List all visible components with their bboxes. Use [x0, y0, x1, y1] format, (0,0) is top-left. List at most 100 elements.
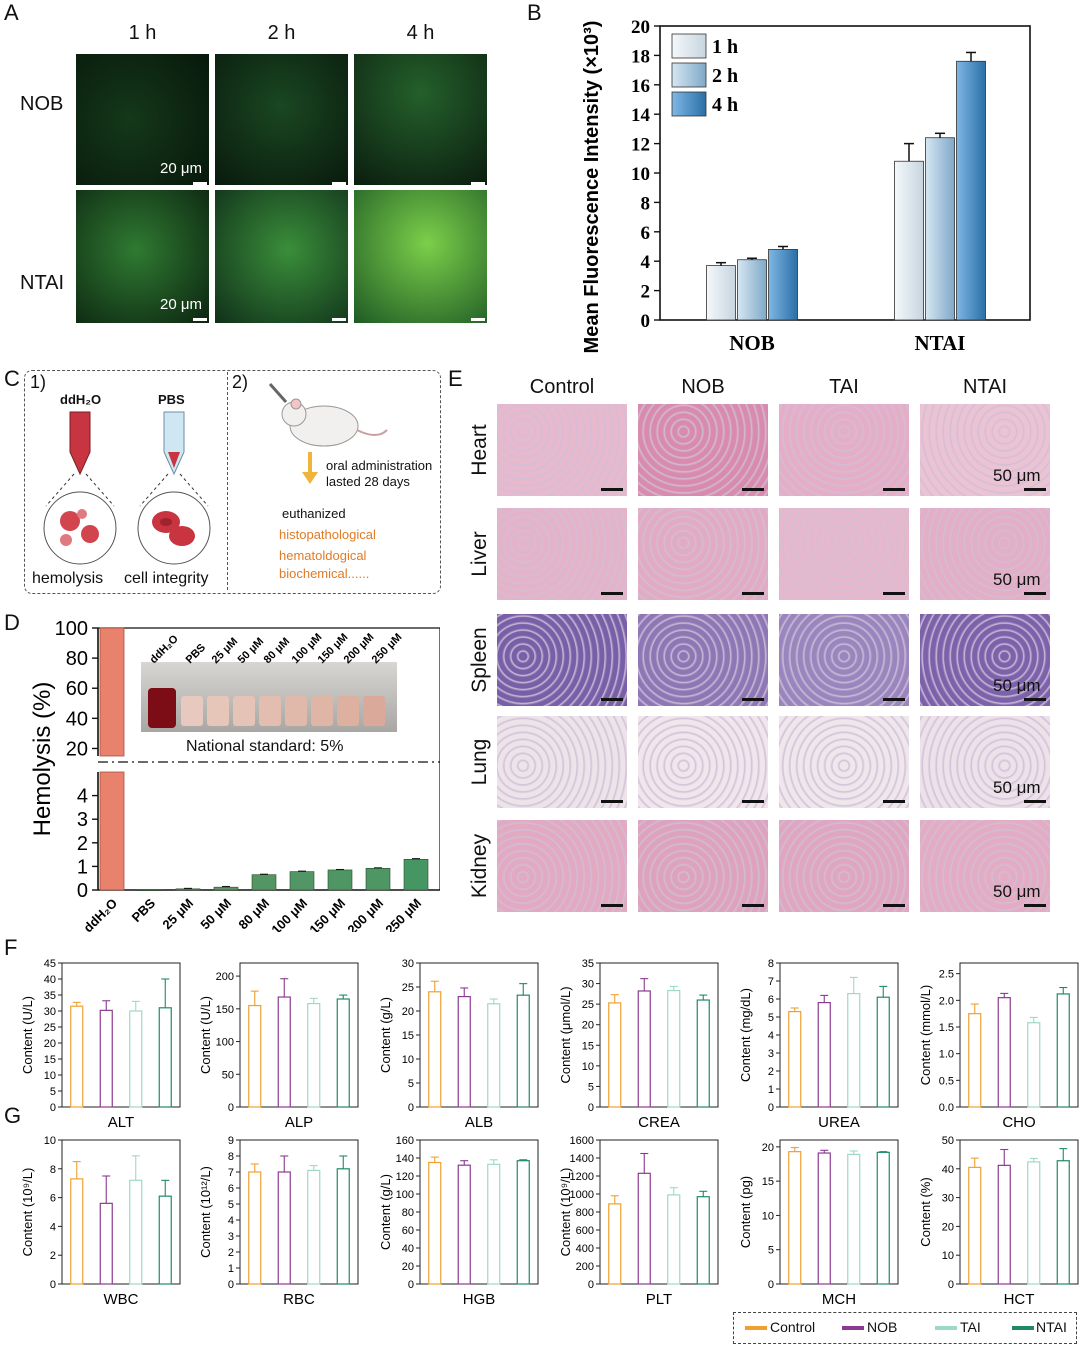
- small-chart-bar: [968, 1166, 982, 1285]
- small-chart-ytick-label: 1000: [570, 1189, 594, 1201]
- small-chart-bar: [667, 989, 681, 1108]
- he-scale-text: 50 μm: [993, 466, 1041, 485]
- inset-tube-label: 80 μM: [262, 636, 293, 667]
- he-scale-bar: [883, 698, 905, 701]
- chart-d-xlabel: PBS: [129, 895, 159, 925]
- small-chart-bar: [336, 998, 350, 1108]
- panel-a-col-1h: 1 h: [128, 22, 157, 44]
- legend-swatch-control: [745, 1326, 767, 1330]
- small-chart-ytick-label: 0: [768, 1102, 774, 1114]
- tube-150-photo: [311, 696, 333, 726]
- small-chart-ytick-label: 0: [408, 1279, 414, 1291]
- panel-e-col-nob: NOB: [681, 376, 725, 398]
- he-scale-text: 50 μm: [993, 676, 1041, 695]
- scale-text-ntai: 20 μm: [160, 296, 202, 313]
- small-chart-ytick-label: 35: [44, 990, 56, 1002]
- micrograph-nob-1h: [76, 54, 209, 185]
- chart-b-bar: [894, 160, 924, 321]
- chart-b-ytick-label: 4: [641, 252, 651, 273]
- scale-bar: [332, 182, 346, 185]
- small-chart-ytick-label: 0: [228, 1279, 234, 1291]
- chart-d-ytick-label: 60: [66, 678, 88, 700]
- small-chart-bar: [99, 1009, 113, 1108]
- small-chart-ylabel: Content (U/L): [20, 996, 35, 1074]
- chart-g-wbc: 0 2 4 6 8 10 Content (10⁹/L) WBC: [20, 1135, 181, 1308]
- small-chart-ytick-label: 1: [228, 1263, 234, 1275]
- small-chart-ytick-label: 4: [228, 1215, 234, 1227]
- small-chart-ylabel: Content (10⁹/L): [558, 1168, 573, 1257]
- he-scale-bar: [742, 698, 764, 701]
- small-chart-ylabel: Content (U/L): [198, 996, 213, 1074]
- chart-d-ytick-label: 2: [77, 833, 88, 855]
- small-chart-bar: [608, 1203, 622, 1285]
- chart-d-ytick-label: 100: [55, 618, 88, 640]
- small-chart-ytick-label: 50: [942, 1135, 954, 1147]
- small-chart-frame: [959, 1139, 1079, 1285]
- test-histopathological: histopathological: [279, 527, 376, 542]
- small-chart-ytick-label: 20: [582, 1020, 594, 1032]
- small-chart-ytick-label: 0: [768, 1279, 774, 1291]
- chart-g-hct: 0 10 20 30 40 50 Content (%) HCT: [918, 1135, 1079, 1308]
- small-chart-ytick-label: 25: [402, 982, 414, 994]
- he-liver-nob: [638, 508, 768, 600]
- small-chart-ytick-label: 5: [408, 1078, 414, 1090]
- small-chart-title: WBC: [104, 1291, 139, 1308]
- small-chart-frame: [239, 1139, 359, 1285]
- tube-pbs-label: PBS: [158, 392, 185, 407]
- small-chart-ytick-label: 5: [50, 1086, 56, 1098]
- small-chart-ytick-label: 20: [402, 1006, 414, 1018]
- tube-80-photo: [259, 696, 281, 726]
- small-chart-ytick-label: 10: [44, 1135, 56, 1147]
- small-chart-ytick-label: 3: [228, 1231, 234, 1243]
- small-chart-bar: [487, 1163, 501, 1285]
- caption-cell-integrity: cell integrity: [124, 570, 209, 587]
- he-scale-bar: [742, 592, 764, 595]
- small-chart-title: ALT: [108, 1114, 134, 1131]
- small-chart-bar: [997, 997, 1011, 1108]
- legend-ntai: NTAI: [1036, 1319, 1067, 1335]
- small-chart-ytick-label: 6: [768, 994, 774, 1006]
- small-chart-ytick-label: 5: [768, 1012, 774, 1024]
- small-chart-ytick-label: 10: [44, 1070, 56, 1082]
- chart-b-ylabel: Mean Fluorescence Intensity (×10³): [581, 21, 603, 354]
- small-chart-bar: [248, 1171, 262, 1285]
- small-chart-bar: [99, 1202, 113, 1285]
- chart-d-ylabel: Hemolysis (%): [29, 682, 56, 837]
- small-chart-ytick-label: 6: [50, 1193, 56, 1205]
- chart-d-bar: [251, 874, 277, 891]
- small-chart-title: RBC: [283, 1291, 315, 1308]
- small-chart-bar: [158, 1195, 172, 1285]
- small-chart-ytick-label: 1.0: [939, 1049, 954, 1061]
- legend-tai: TAI: [960, 1319, 981, 1335]
- national-standard-text: National standard: 5%: [186, 738, 344, 755]
- small-chart-frame: [239, 962, 359, 1108]
- small-chart-title: HGB: [463, 1291, 496, 1308]
- small-chart-ytick-label: 5: [228, 1199, 234, 1211]
- hemolysis-illustration: [43, 411, 211, 565]
- panel-c-divider: [227, 372, 228, 590]
- small-chart-bar: [608, 1002, 622, 1108]
- small-chart-ytick-label: 15: [582, 1040, 594, 1052]
- small-chart-ytick-label: 800: [576, 1207, 594, 1219]
- chart-d-bar: [327, 869, 353, 891]
- inset-tube-label: PBS: [184, 642, 208, 666]
- chart-f-alt: 0 5 10 15 20 25 30 35 40 45 Content (U/L) ALT: [20, 958, 181, 1131]
- small-chart-ytick-label: 10: [582, 1061, 594, 1073]
- scale-bar: [471, 318, 485, 321]
- small-chart-ytick-label: 150: [216, 1004, 234, 1016]
- panel-c-frame: [24, 370, 441, 594]
- small-chart-ytick-label: 0: [228, 1102, 234, 1114]
- small-chart-bar: [277, 1171, 291, 1285]
- he-heart-control: [497, 404, 627, 496]
- mouse-icon: [281, 398, 388, 447]
- he-scale-bar: [1024, 800, 1046, 803]
- small-chart-ytick-label: 200: [576, 1261, 594, 1273]
- panel-letter-b: B: [527, 0, 542, 25]
- tube-ddh2o-photo: [148, 688, 176, 728]
- small-chart-ytick-label: 4: [50, 1221, 56, 1233]
- small-chart-bar: [637, 1172, 651, 1285]
- small-chart-ytick-label: 9: [228, 1135, 234, 1147]
- panel-a-col-2h: 2 h: [267, 22, 296, 44]
- he-scale-bar: [742, 488, 764, 491]
- small-chart-bar: [696, 1196, 710, 1285]
